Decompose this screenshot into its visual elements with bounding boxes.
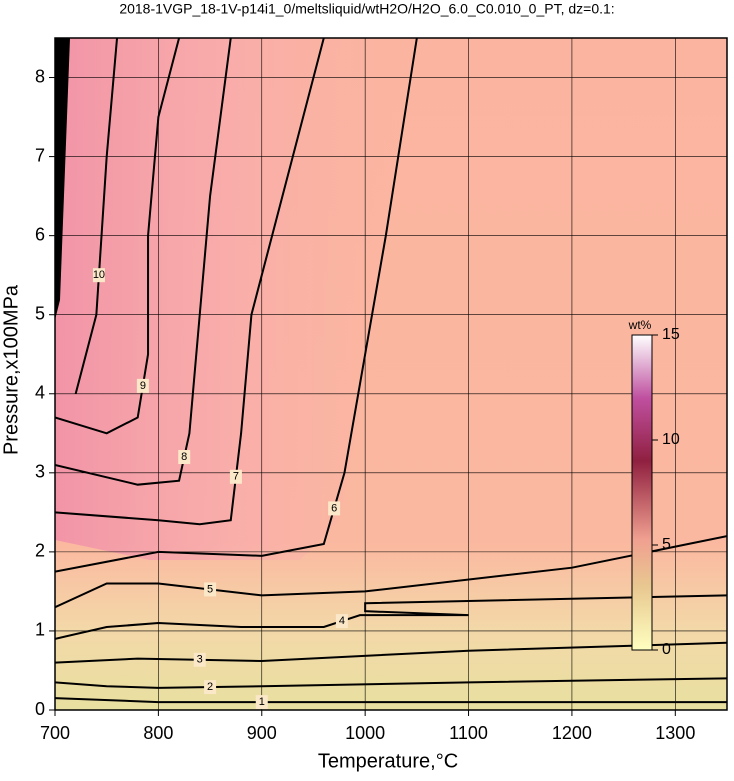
contour-line <box>55 535 727 609</box>
x-tick-label: 1300 <box>655 723 695 743</box>
x-tick-label: 1100 <box>449 723 488 743</box>
colorbar <box>631 334 653 651</box>
y-axis-label: Pressure,x100MPa <box>0 284 22 455</box>
contour-label-bg <box>204 582 217 597</box>
x-tick-label: 700 <box>40 723 70 743</box>
contour-label-bg <box>136 378 149 393</box>
y-tick-label: 8 <box>35 66 45 86</box>
contour-line <box>74 38 119 395</box>
x-tick-label: 900 <box>247 723 277 743</box>
contour-label: 1 <box>259 696 265 708</box>
x-tick-label: 1000 <box>345 723 385 743</box>
contour-line <box>55 641 727 664</box>
shade <box>55 38 420 560</box>
plot-frame <box>54 37 728 711</box>
contour-label-bg <box>335 614 348 629</box>
y-tick-label: 1 <box>35 620 45 640</box>
shade <box>55 38 70 320</box>
y-tick-label: 7 <box>35 145 45 165</box>
contour-label: 7 <box>233 471 239 483</box>
colorbar-tick-label: 0 <box>662 641 671 658</box>
colorbar-tick-label: 5 <box>662 536 671 553</box>
contour-label-bg <box>178 450 191 465</box>
contour-label: 2 <box>207 681 213 693</box>
contour-label: 6 <box>331 502 337 514</box>
contour-label: 8 <box>181 451 187 463</box>
contour-label-bg <box>92 268 105 283</box>
contour-label: 5 <box>207 583 213 595</box>
contour-label-bg <box>229 469 242 484</box>
y-tick-label: 2 <box>35 541 45 561</box>
contour-label-bg <box>255 695 268 710</box>
contour-line <box>55 38 232 486</box>
plot-area: 1 2 3 4 5 6 7 8 9 10 <box>55 38 727 710</box>
contour-label-bg <box>193 652 206 667</box>
colorbar-tick-label: 10 <box>662 431 680 448</box>
x-axis-label: Temperature,°C <box>318 750 458 772</box>
y-tick-label: 6 <box>35 224 45 244</box>
colorbar-tick-label: 15 <box>662 326 680 343</box>
contour-label-bg <box>204 680 217 695</box>
contour-label-bg <box>328 501 341 516</box>
contour-label: 10 <box>93 269 105 281</box>
contour-label: 4 <box>339 615 345 627</box>
y-tick-label: 4 <box>35 383 45 403</box>
y-tick-label: 3 <box>35 462 45 482</box>
y-tick-label: 0 <box>35 699 45 719</box>
colorbar-label: wt% <box>628 318 652 332</box>
x-tick-label: 1200 <box>552 723 592 743</box>
contour-label: 9 <box>140 380 146 392</box>
contour-label: 3 <box>197 654 203 666</box>
x-tick-label: 800 <box>143 723 173 743</box>
chart-title: 2018-1VGP_18-1V-p14i1_0/meltsliquid/wtH2… <box>119 1 614 17</box>
y-tick-label: 5 <box>35 303 45 323</box>
contour-line <box>55 38 181 435</box>
